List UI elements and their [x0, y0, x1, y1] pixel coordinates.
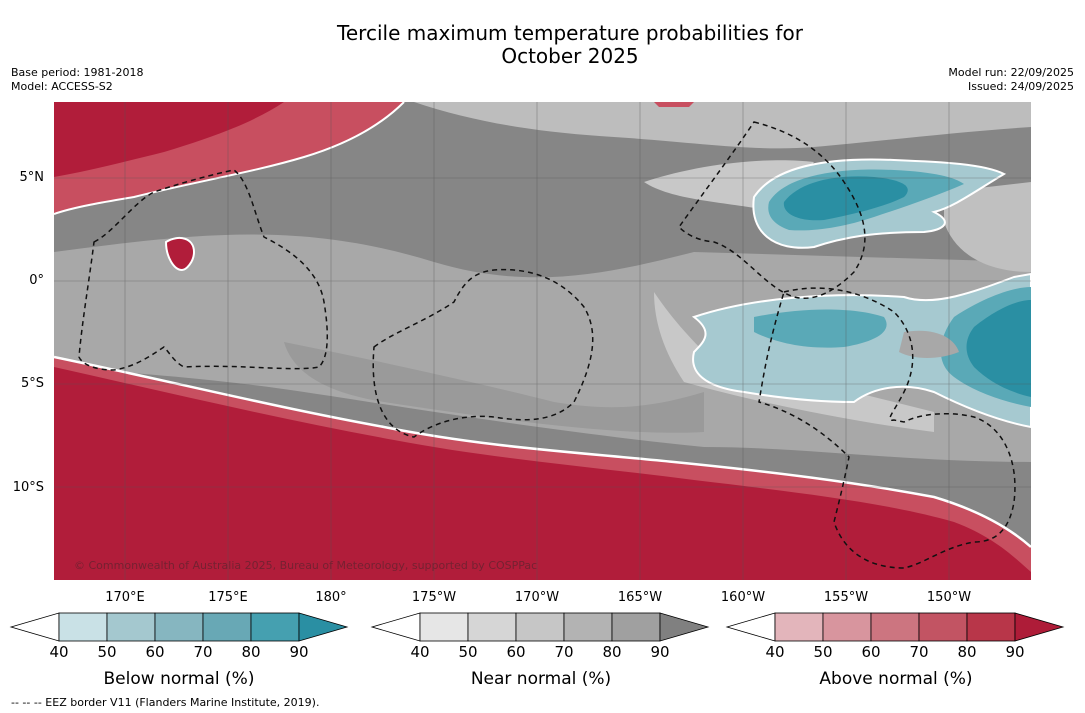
near-tick-60: 60 — [506, 643, 526, 661]
lon-label-160w: 160°W — [720, 590, 766, 605]
above-colorbar-segment — [822, 612, 872, 642]
eez-french-polynesia — [758, 287, 1016, 569]
above-colorbar-segment — [870, 612, 920, 642]
lat-label-0: 0° — [29, 273, 44, 288]
above-normal-north-spot — [654, 102, 694, 107]
below-colorbar-segment — [250, 612, 300, 642]
colorbar-above-normal — [725, 612, 1065, 642]
colorbar-near-normal — [370, 612, 710, 642]
below-colorbar-max-triangle — [298, 612, 349, 642]
title-line-2: October 2025 — [501, 44, 639, 68]
map-canvas — [54, 102, 1031, 580]
below-normal-south-mid — [754, 309, 887, 348]
above-colorbar-max-triangle — [1014, 612, 1065, 642]
above-tick-60: 60 — [861, 643, 881, 661]
eez-borders — [78, 121, 1016, 569]
near-colorbar-segment — [611, 612, 661, 642]
below-tick-90: 90 — [289, 643, 309, 661]
below-tick-50: 50 — [97, 643, 117, 661]
eez-tokelau — [372, 268, 594, 438]
near-tick-70: 70 — [554, 643, 574, 661]
colorbar-below-normal — [9, 612, 349, 642]
above-tick-70: 70 — [909, 643, 929, 661]
below-colorbar-segment — [58, 612, 108, 642]
near-colorbar-segment — [563, 612, 613, 642]
model-run: Model run: 22/09/2025 — [948, 66, 1074, 79]
lon-label-155w: 155°W — [823, 590, 869, 605]
above-normal-south-strong — [54, 367, 1031, 580]
above-tick-50: 50 — [813, 643, 833, 661]
near-colorbar-max-triangle — [659, 612, 710, 642]
below-tick-60: 60 — [145, 643, 165, 661]
below-colorbar-min-triangle — [9, 612, 60, 642]
lon-label-175w: 175°W — [411, 590, 457, 605]
near-normal-inner-patch — [899, 330, 959, 358]
lon-label-180: 180° — [315, 590, 347, 605]
eez-tuvalu — [78, 169, 329, 371]
above-tick-80: 80 — [957, 643, 977, 661]
below-colorbar-segment — [154, 612, 204, 642]
above-colorbar-segment — [918, 612, 968, 642]
below-colorbar-segment — [202, 612, 252, 642]
eez-footnote: -- -- -- EEZ border V11 (Flanders Marine… — [11, 696, 320, 709]
near-normal-light-band — [654, 292, 934, 432]
below-tick-40: 40 — [49, 643, 69, 661]
meta-right: Model run: 22/09/2025 Issued: 24/09/2025 — [948, 66, 1074, 94]
below-normal-east-strong — [966, 300, 1031, 397]
above-colorbar-segment — [966, 612, 1016, 642]
below-colorbar-segment — [106, 612, 156, 642]
lat-label-5s: 5°S — [20, 376, 44, 391]
near-colorbar-segment — [515, 612, 565, 642]
above-normal-spot — [164, 236, 196, 272]
contour-white-north — [54, 102, 405, 215]
near-normal-label: Near normal (%) — [470, 669, 612, 689]
lon-label-165w: 165°W — [617, 590, 663, 605]
issued-date: Issued: 24/09/2025 — [967, 80, 1074, 93]
colorbars — [9, 612, 1065, 642]
lon-label-170e: 170°E — [105, 590, 145, 605]
near-tick-90: 90 — [650, 643, 670, 661]
copyright-notice: © Commonwealth of Australia 2025, Bureau… — [74, 559, 538, 572]
near-tick-50: 50 — [458, 643, 478, 661]
lon-label-175e: 175°E — [208, 590, 248, 605]
above-tick-40: 40 — [765, 643, 785, 661]
lat-label-10s: 10°S — [12, 480, 44, 495]
near-tick-80: 80 — [602, 643, 622, 661]
near-tick-40: 40 — [410, 643, 430, 661]
near-colorbar-min-triangle — [370, 612, 421, 642]
base-period: Base period: 1981-2018 — [11, 66, 144, 79]
near-colorbar-segment — [467, 612, 517, 642]
meta-left: Base period: 1981-2018 Model: ACCESS-S2 — [11, 66, 143, 94]
map-title: Tercile maximum temperature probabilitie… — [0, 22, 1085, 68]
lat-label-5n: 5°N — [19, 170, 45, 185]
above-tick-90: 90 — [1005, 643, 1025, 661]
probability-map — [54, 102, 1031, 580]
above-normal-northwest-strong — [54, 102, 284, 177]
lon-label-170w: 170°W — [514, 590, 560, 605]
below-tick-80: 80 — [241, 643, 261, 661]
eez-kiribati — [678, 121, 866, 299]
near-normal-north-light — [414, 102, 1031, 149]
near-colorbar-segment — [419, 612, 469, 642]
title-line-1: Tercile maximum temperature probabilitie… — [337, 21, 803, 45]
above-colorbar-segment — [774, 612, 824, 642]
above-colorbar-min-triangle — [725, 612, 776, 642]
model-name: Model: ACCESS-S2 — [11, 80, 113, 93]
below-normal-label: Below normal (%) — [103, 669, 255, 689]
near-normal-east-light — [944, 182, 1031, 272]
above-normal-label: Above normal (%) — [819, 669, 973, 689]
lon-label-150w: 150°W — [926, 590, 972, 605]
below-tick-70: 70 — [193, 643, 213, 661]
contour-white-south — [54, 355, 1031, 548]
graticule — [54, 102, 1031, 580]
near-normal-patch — [284, 342, 704, 433]
